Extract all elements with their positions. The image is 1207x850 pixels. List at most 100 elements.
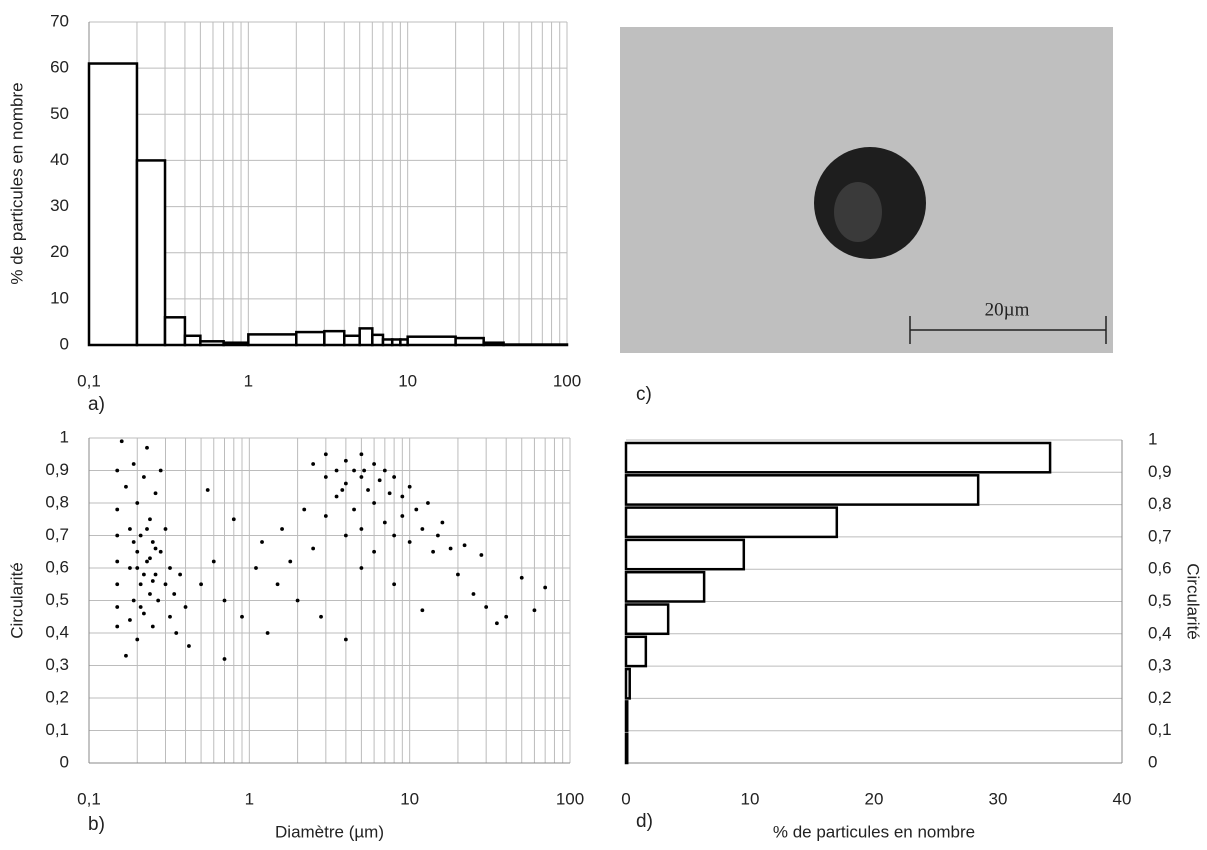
scatter-point bbox=[158, 468, 163, 473]
y-tick-label: 40 bbox=[50, 150, 69, 169]
scatter-point bbox=[343, 533, 348, 538]
x-tick-label: 20 bbox=[865, 789, 884, 808]
scatter-point bbox=[183, 605, 188, 609]
scatter-point bbox=[323, 452, 328, 457]
scale-bar-label: 20µm bbox=[985, 299, 1030, 320]
y-tick-label: 0 bbox=[60, 752, 69, 771]
scatter-point bbox=[372, 462, 376, 466]
y-tick-label: 0 bbox=[1148, 752, 1157, 771]
scatter-point bbox=[340, 488, 345, 492]
scatter-point bbox=[142, 611, 146, 616]
histogram-bar bbox=[624, 732, 629, 765]
scatter-point bbox=[115, 559, 120, 564]
y-tick-label: 0,3 bbox=[45, 655, 69, 674]
y-tick-label: 0,4 bbox=[1148, 623, 1172, 642]
panel-label: d) bbox=[636, 811, 653, 832]
y-tick-label: 1 bbox=[1148, 429, 1157, 448]
y-tick-label: 60 bbox=[50, 58, 69, 77]
scatter-point bbox=[359, 452, 364, 457]
scatter-point bbox=[323, 475, 328, 479]
histogram-bar bbox=[87, 62, 139, 347]
scatter-point bbox=[131, 598, 136, 603]
y-tick-label: 0,6 bbox=[45, 557, 69, 576]
panel-label: c) bbox=[636, 384, 652, 405]
histogram-bar bbox=[624, 474, 980, 506]
histogram-bar bbox=[163, 316, 187, 347]
scatter-point bbox=[440, 520, 445, 525]
y-tick-label: 0,6 bbox=[1148, 559, 1172, 578]
scatter-point bbox=[135, 501, 140, 505]
scatter-point bbox=[163, 527, 168, 531]
scatter-point bbox=[479, 553, 484, 557]
x-tick-label: 0 bbox=[621, 789, 630, 808]
scatter-point bbox=[392, 533, 397, 538]
y-tick-label: 0,2 bbox=[45, 687, 69, 706]
x-tick-label: 1 bbox=[245, 789, 254, 808]
scatter-point bbox=[400, 514, 405, 518]
scatter-point bbox=[420, 608, 425, 613]
scatter-point bbox=[420, 527, 425, 531]
histogram-bar bbox=[183, 334, 202, 347]
scatter-point bbox=[392, 475, 397, 479]
scatter-point bbox=[448, 546, 453, 551]
scatter-point bbox=[426, 501, 430, 505]
scatter-point bbox=[407, 484, 412, 489]
scatter-point bbox=[456, 572, 460, 577]
scatter-point bbox=[222, 598, 227, 603]
scatter-point bbox=[359, 566, 364, 570]
scatter-point bbox=[211, 559, 216, 564]
scatter-point bbox=[414, 507, 419, 512]
x-tick-label: 10 bbox=[400, 789, 419, 808]
histogram-bar bbox=[323, 329, 346, 347]
scatter-point bbox=[392, 582, 397, 587]
scatter-point bbox=[387, 491, 392, 496]
scatter-point bbox=[128, 566, 132, 570]
particle-shade bbox=[834, 182, 882, 242]
scatter-point bbox=[115, 605, 120, 609]
scatter-point bbox=[343, 458, 348, 463]
scatter-point bbox=[343, 637, 348, 642]
panel-label: b) bbox=[88, 814, 105, 835]
scatter-point bbox=[435, 533, 440, 538]
histogram-bar bbox=[371, 333, 385, 347]
scatter-point bbox=[124, 653, 128, 658]
scatter-point bbox=[372, 549, 376, 554]
histogram-bar bbox=[199, 340, 225, 347]
y-tick-label: 0,7 bbox=[45, 525, 69, 544]
scatter-point bbox=[142, 572, 146, 577]
x-axis-label: Diamètre (µm) bbox=[275, 822, 384, 841]
scatter-point bbox=[168, 614, 172, 619]
scatter-point bbox=[135, 566, 140, 570]
scatter-point bbox=[138, 533, 143, 538]
x-tick-label: 100 bbox=[553, 371, 581, 390]
histogram-bar bbox=[343, 334, 361, 347]
histogram-bar bbox=[624, 538, 746, 571]
scatter-point bbox=[407, 540, 412, 544]
scatter-point bbox=[400, 494, 405, 499]
scatter-point bbox=[334, 468, 339, 473]
scatter-point bbox=[260, 540, 264, 544]
y-tick-label: 0,8 bbox=[1148, 494, 1172, 513]
x-tick-label: 0,1 bbox=[77, 789, 101, 808]
scatter-point bbox=[128, 527, 132, 531]
scatter-point bbox=[115, 533, 120, 538]
scatter-point bbox=[431, 549, 435, 554]
scatter-point bbox=[148, 556, 152, 561]
scatter-point bbox=[280, 527, 284, 531]
scatter-point bbox=[153, 491, 158, 496]
y-tick-label: 0,9 bbox=[1148, 462, 1172, 481]
scatter-point bbox=[172, 592, 177, 596]
scatter-point bbox=[150, 624, 155, 629]
scatter-point bbox=[145, 527, 149, 531]
scatter-point bbox=[504, 614, 509, 619]
y-tick-label: 0 bbox=[60, 334, 69, 353]
scatter-point bbox=[323, 514, 328, 518]
x-tick-label: 100 bbox=[556, 789, 584, 808]
scatter-point bbox=[334, 494, 339, 499]
scatter-point bbox=[135, 549, 140, 554]
y-axis-label: Circularité bbox=[1184, 563, 1203, 640]
scatter-point bbox=[115, 468, 120, 473]
panel-label: a) bbox=[88, 394, 105, 415]
scatter-point bbox=[128, 618, 132, 622]
y-axis-label: % de particules en nombre bbox=[7, 82, 26, 284]
